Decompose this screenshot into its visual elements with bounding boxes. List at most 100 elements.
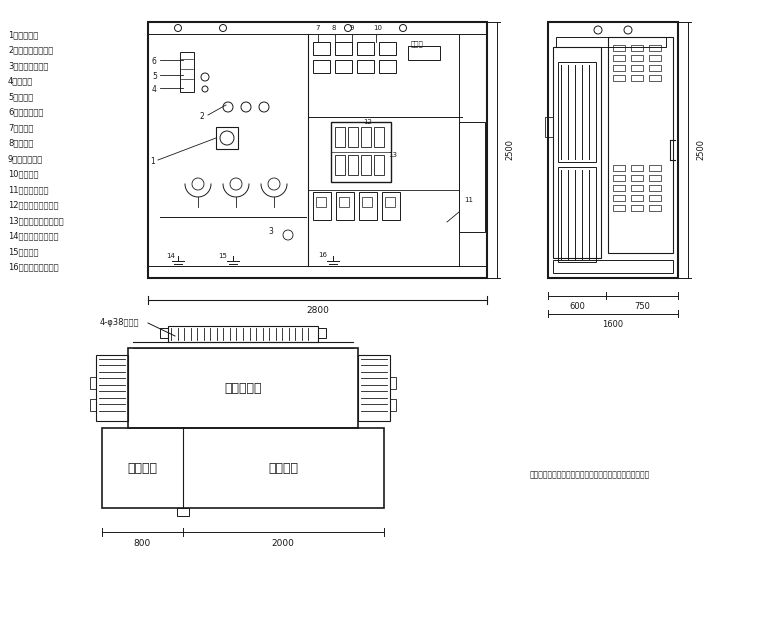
Bar <box>180 52 194 92</box>
Bar <box>631 65 643 71</box>
Text: 1600: 1600 <box>603 320 623 329</box>
Bar <box>331 122 391 182</box>
Bar <box>613 75 625 81</box>
Text: 2500: 2500 <box>696 140 705 160</box>
Text: 说明：以上尺寸仅作为参考，最终尺寸以厂家产品实制为准: 说明：以上尺寸仅作为参考，最终尺寸以厂家产品实制为准 <box>530 470 651 479</box>
Bar <box>374 127 384 147</box>
Text: 高压间隔: 高压间隔 <box>127 462 157 474</box>
Bar <box>545 117 553 137</box>
Bar <box>336 192 354 220</box>
Text: 600: 600 <box>569 302 585 311</box>
Bar <box>160 328 168 338</box>
Bar <box>90 377 96 389</box>
Text: 1、高压套管: 1、高压套管 <box>8 30 38 39</box>
Bar <box>390 377 396 389</box>
Bar <box>216 127 238 149</box>
Text: 7、油量计: 7、油量计 <box>8 123 33 132</box>
Text: 12: 12 <box>363 119 372 125</box>
Text: 9: 9 <box>349 25 353 31</box>
Bar <box>649 185 661 191</box>
Bar <box>348 155 358 175</box>
Bar <box>631 45 643 51</box>
Text: 电子表: 电子表 <box>411 40 424 47</box>
Text: 14、高压变接地端子: 14、高压变接地端子 <box>8 232 59 240</box>
Text: 16: 16 <box>318 252 327 258</box>
Bar <box>385 197 395 207</box>
Bar <box>390 399 396 411</box>
Bar <box>613 205 625 211</box>
Bar <box>649 195 661 201</box>
Text: 5: 5 <box>152 72 157 81</box>
Bar <box>649 165 661 171</box>
Text: 2000: 2000 <box>272 539 295 548</box>
Bar <box>362 197 372 207</box>
Bar <box>379 60 396 73</box>
Bar <box>613 185 625 191</box>
Bar <box>631 165 643 171</box>
Bar <box>613 165 625 171</box>
Text: 6、压力释放阀: 6、压力释放阀 <box>8 107 43 117</box>
Text: 10、表计盒: 10、表计盒 <box>8 170 39 178</box>
Bar <box>613 55 625 61</box>
Text: 11: 11 <box>464 197 473 203</box>
Bar <box>357 60 374 73</box>
Bar <box>649 175 661 181</box>
Bar <box>631 205 643 211</box>
Bar <box>649 45 661 51</box>
Text: 9、储能弹簧器: 9、储能弹簧器 <box>8 154 43 163</box>
Text: 750: 750 <box>634 302 650 311</box>
Bar <box>382 192 400 220</box>
Bar <box>631 195 643 201</box>
Text: 11、无功补偿装: 11、无功补偿装 <box>8 185 49 194</box>
Text: 2: 2 <box>200 112 204 121</box>
Text: 变压器主体: 变压器主体 <box>224 381 261 394</box>
Bar <box>102 428 384 508</box>
Bar <box>631 175 643 181</box>
Text: 13、低压侧自动断路器: 13、低压侧自动断路器 <box>8 216 64 225</box>
Bar <box>608 37 673 253</box>
Bar <box>335 42 352 55</box>
Bar <box>613 65 625 71</box>
Bar <box>649 65 661 71</box>
Text: 16、低压变接地端子: 16、低压变接地端子 <box>8 263 59 271</box>
Bar <box>335 60 352 73</box>
Text: 7: 7 <box>315 25 319 31</box>
Text: 15: 15 <box>218 253 227 259</box>
Bar <box>128 348 358 428</box>
Bar <box>361 127 371 147</box>
Bar <box>613 175 625 181</box>
Text: 1: 1 <box>150 157 155 166</box>
Bar <box>348 127 358 147</box>
Text: 13: 13 <box>388 152 397 158</box>
Bar <box>548 22 678 278</box>
Text: 4: 4 <box>152 85 157 94</box>
Bar <box>374 155 384 175</box>
Bar <box>553 47 601 258</box>
Text: 800: 800 <box>134 539 151 548</box>
Text: 4、油位计: 4、油位计 <box>8 77 33 85</box>
Bar <box>613 195 625 201</box>
Text: 2800: 2800 <box>306 306 329 315</box>
Text: 3、调压分接开关: 3、调压分接开关 <box>8 61 49 70</box>
Bar <box>649 205 661 211</box>
Bar <box>459 122 485 232</box>
Bar <box>359 192 377 220</box>
Bar <box>313 192 331 220</box>
Bar <box>313 42 330 55</box>
Text: 低压间隔: 低压间隔 <box>268 462 298 474</box>
Bar <box>613 45 625 51</box>
Text: 5、注油口: 5、注油口 <box>8 92 33 101</box>
Text: 3: 3 <box>268 227 273 236</box>
Bar <box>631 185 643 191</box>
Bar <box>379 42 396 55</box>
Bar <box>408 46 440 60</box>
Bar <box>96 355 128 421</box>
Text: 14: 14 <box>166 253 175 259</box>
Text: 8: 8 <box>332 25 337 31</box>
Bar <box>176 508 188 516</box>
Bar <box>148 22 487 278</box>
Bar <box>649 75 661 81</box>
Bar <box>339 197 349 207</box>
Bar <box>558 167 596 262</box>
Bar <box>361 155 371 175</box>
